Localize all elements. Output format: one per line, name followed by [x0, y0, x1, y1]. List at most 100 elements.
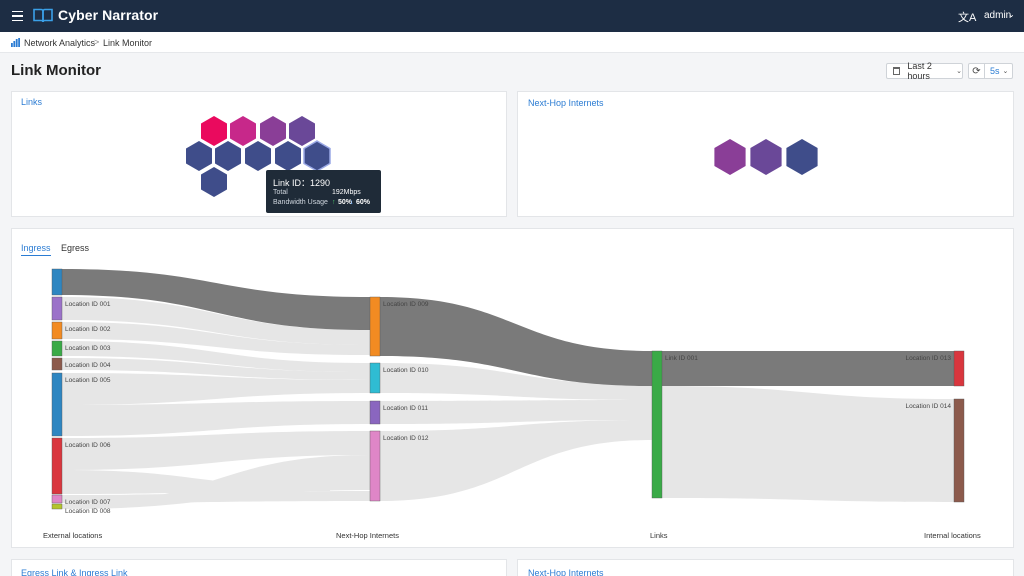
breadcrumb	[0, 32, 1024, 53]
user-menu[interactable]: admin	[984, 10, 1012, 21]
flow-ribbon[interactable]	[62, 341, 370, 372]
tooltip-title: Link ID：1290	[273, 178, 331, 188]
nexthop-node[interactable]	[369, 400, 381, 425]
refresh-icon: ⟳	[972, 65, 981, 77]
flow-ribbon[interactable]	[62, 431, 370, 470]
tooltip-up-value: 50%	[338, 199, 353, 206]
internal-location-node[interactable]	[953, 398, 965, 503]
link-hex[interactable]	[226, 114, 260, 148]
node-label: Location ID 005	[65, 377, 111, 384]
external-location-node[interactable]	[51, 268, 63, 296]
node-label: Link ID 001	[665, 355, 698, 362]
link-hex[interactable]	[182, 139, 216, 173]
flow-ribbon[interactable]	[62, 358, 370, 380]
node-label: Location ID 009	[383, 301, 429, 308]
egress-ingress-link-title[interactable]: Egress Link & Ingress Link	[21, 568, 128, 576]
nexthop-hex[interactable]	[746, 137, 786, 177]
column-label-nexthop: Next-Hop Internets	[336, 531, 399, 540]
page-title: Link Monitor	[11, 62, 101, 79]
link-tooltip: Link ID：1290 Total 192Mbps Bandwidth Usa…	[266, 170, 381, 213]
node-label: Location ID 010	[383, 367, 429, 374]
flow-ribbon[interactable]	[380, 400, 652, 424]
links-panel-title[interactable]: Links	[21, 97, 43, 107]
calendar-icon	[893, 67, 901, 75]
column-label-external: External locations	[43, 531, 103, 540]
nexthop-hex[interactable]	[710, 137, 750, 177]
nexthop-node[interactable]	[369, 296, 381, 357]
breadcrumb-link-monitor: Link Monitor	[103, 38, 153, 48]
link-hex[interactable]	[285, 114, 319, 148]
node-label: Location ID 008	[65, 508, 111, 515]
external-location-node[interactable]	[51, 494, 63, 504]
external-location-node[interactable]	[51, 503, 63, 510]
bottom-nexthop-title[interactable]: Next-Hop Internets	[528, 568, 604, 576]
arrow-up-icon: ↑	[332, 199, 336, 206]
flow-ribbon[interactable]	[380, 420, 652, 501]
hamburger-menu-icon[interactable]	[12, 9, 23, 23]
refresh-interval-select[interactable]: 5s ⌄	[984, 63, 1013, 79]
translate-icon[interactable]: 文A	[958, 12, 977, 24]
chevron-right-icon: >	[94, 37, 100, 47]
flow-ribbon[interactable]	[380, 363, 652, 400]
node-label: Location ID 002	[65, 326, 111, 333]
chevron-down-icon[interactable]: ⌄	[1008, 10, 1015, 19]
link-hex[interactable]	[241, 139, 275, 173]
chevron-down-icon: ⌄	[956, 68, 962, 75]
external-location-node[interactable]	[51, 357, 63, 371]
egress-ingress-link-panel	[11, 559, 507, 576]
bottom-nexthop-panel	[517, 559, 1014, 576]
nexthop-node[interactable]	[369, 430, 381, 502]
link-hex[interactable]	[197, 165, 231, 199]
flow-ribbon[interactable]	[62, 322, 370, 355]
time-range-select[interactable]: Last 2 hours ⌄	[886, 61, 963, 81]
node-label: Location ID 014	[905, 403, 951, 410]
node-label: Location ID 007	[65, 499, 111, 506]
tooltip-bandwidth-label: Bandwidth Usage	[273, 199, 328, 206]
flow-ribbon[interactable]	[62, 455, 370, 509]
breadcrumb-network-analytics[interactable]: Network Analytics	[24, 38, 96, 48]
column-label-internal: Internal locations	[924, 531, 981, 540]
tooltip-total-value: 192Mbps	[332, 189, 361, 196]
column-label-links: Links	[650, 531, 668, 540]
external-location-node[interactable]	[51, 437, 63, 495]
bar-chart-icon	[11, 38, 20, 47]
external-location-node[interactable]	[51, 321, 63, 340]
node-label: Location ID 011	[383, 405, 428, 412]
external-location-node[interactable]	[51, 372, 63, 437]
highlighted-flow-ribbon[interactable]	[62, 269, 370, 330]
nexthop-hex[interactable]	[782, 137, 822, 177]
link-node[interactable]	[651, 350, 663, 499]
time-range-value: Last 2 hours	[907, 61, 932, 81]
internal-location-node[interactable]	[953, 350, 965, 387]
node-label: Location ID 001	[65, 301, 111, 308]
nexthop-node[interactable]	[369, 362, 381, 394]
flow-ribbon[interactable]	[62, 401, 370, 436]
tooltip-total-label: Total	[273, 189, 288, 196]
tab-ingress[interactable]: Ingress	[21, 243, 51, 256]
book-logo-icon	[33, 8, 53, 23]
nexthop-panel-title[interactable]: Next-Hop Internets	[528, 98, 604, 108]
node-label: Location ID 013	[905, 355, 951, 362]
flow-ribbon[interactable]	[62, 373, 370, 405]
top-navbar	[0, 0, 1024, 32]
link-hex[interactable]	[211, 139, 245, 173]
external-location-node[interactable]	[51, 296, 63, 321]
node-label: Location ID 012	[383, 435, 429, 442]
node-label: Location ID 003	[65, 345, 111, 352]
external-location-node[interactable]	[51, 340, 63, 357]
app-title[interactable]: Cyber Narrator	[58, 7, 159, 23]
link-hex[interactable]	[271, 139, 305, 173]
highlighted-flow-ribbon[interactable]	[380, 297, 652, 386]
flow-ribbon[interactable]	[62, 297, 370, 345]
refresh-interval-value: 5s	[990, 66, 1000, 76]
chevron-down-icon: ⌄	[1002, 68, 1009, 75]
link-hex[interactable]	[256, 114, 290, 148]
nexthop-panel	[517, 91, 1014, 217]
tooltip-down-value: 60%	[356, 199, 371, 206]
node-label: Location ID 004	[65, 362, 111, 369]
tab-egress[interactable]: Egress	[61, 243, 90, 253]
highlighted-flow-ribbon[interactable]	[662, 351, 954, 386]
link-hex[interactable]	[197, 114, 231, 148]
flow-ribbon[interactable]	[662, 386, 954, 502]
